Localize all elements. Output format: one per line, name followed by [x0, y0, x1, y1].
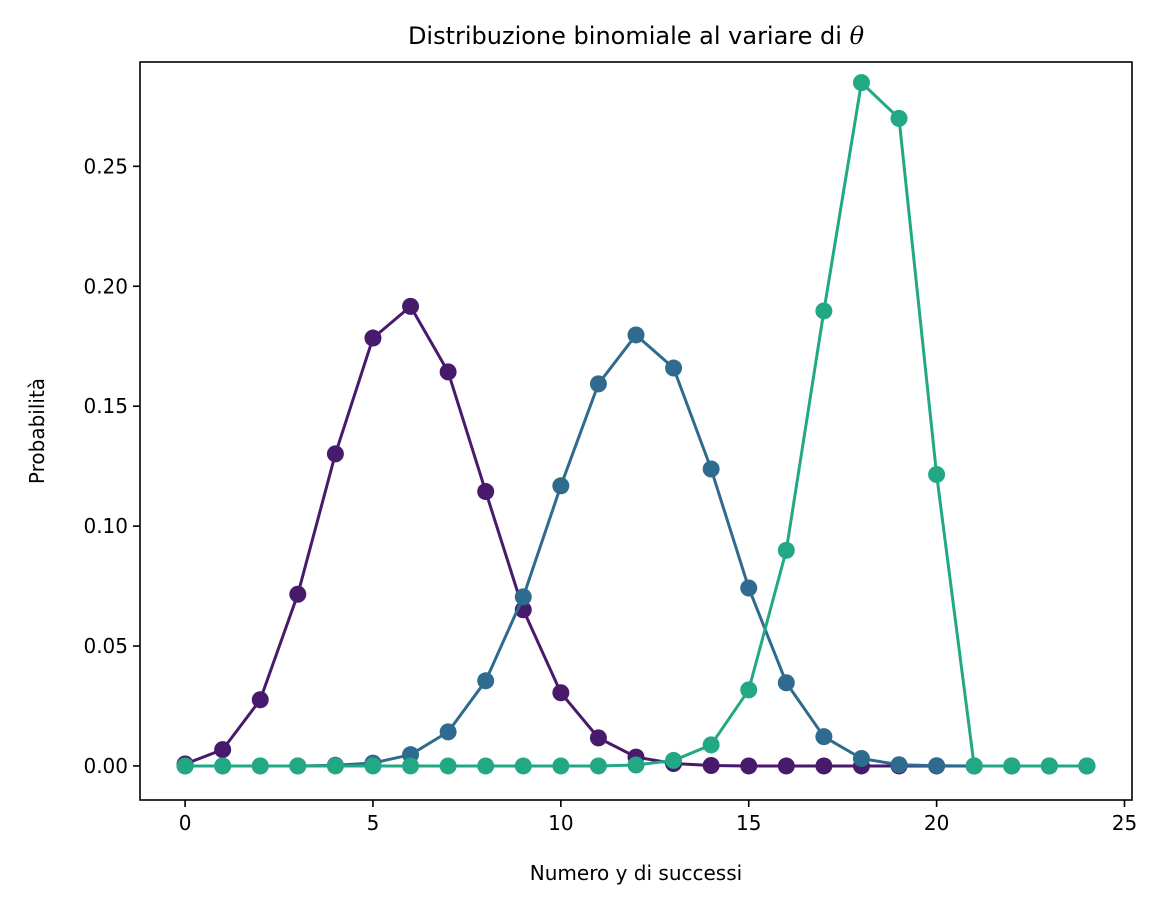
- series-1-point-10: [552, 477, 570, 495]
- y-axis-label: Probabilità: [25, 378, 49, 484]
- series-2-point-17: [815, 302, 833, 320]
- series-2-point-22: [1003, 757, 1021, 775]
- series-1-point-15: [740, 579, 758, 597]
- x-tick-label-1: 5: [367, 811, 380, 835]
- series-1-point-16: [777, 674, 795, 692]
- series-2-point-13: [665, 751, 683, 769]
- series-1-point-11: [589, 375, 607, 393]
- series-2-point-23: [1040, 757, 1058, 775]
- series-0-point-10: [552, 684, 570, 702]
- series-1-point-9: [514, 588, 532, 606]
- x-tick-label-5: 25: [1112, 811, 1137, 835]
- series-1-point-14: [702, 460, 720, 478]
- title-theta-symbol: θ: [850, 22, 865, 50]
- y-axis: 0.00 0.05 0.10 0.15 0.20 0.25: [83, 154, 140, 778]
- series-2-point-2: [251, 757, 269, 775]
- series-1: [176, 326, 1096, 775]
- series-2-point-6: [402, 757, 420, 775]
- series-0-point-2: [251, 691, 269, 709]
- series-2-point-14: [702, 736, 720, 754]
- series-1-point-17: [815, 728, 833, 746]
- series-0-point-1: [214, 741, 232, 759]
- series-2-point-5: [364, 757, 382, 775]
- x-axis-label: Numero y di successi: [530, 861, 742, 885]
- series-0-point-16: [777, 757, 795, 775]
- series-2-point-3: [289, 757, 307, 775]
- series-0-point-5: [364, 329, 382, 347]
- series-1-point-19: [890, 756, 908, 774]
- y-tick-label-0: 0.00: [83, 754, 128, 778]
- series-2-point-19: [890, 109, 908, 127]
- series-2-point-8: [477, 757, 495, 775]
- series-2-point-16: [777, 541, 795, 559]
- series-1-point-12: [627, 326, 645, 344]
- series-2-point-21: [965, 757, 983, 775]
- series-2-point-7: [439, 757, 457, 775]
- series-1-point-7: [439, 723, 457, 741]
- series-0-point-7: [439, 363, 457, 381]
- series-0-point-6: [402, 297, 420, 315]
- series-1-point-8: [477, 672, 495, 690]
- series-2-point-4: [326, 757, 344, 775]
- series-2-point-18: [852, 74, 870, 92]
- series-0-point-4: [326, 445, 344, 463]
- series-0-line: [184, 304, 1087, 768]
- x-axis: 0 5 10 15 20 25: [179, 800, 1137, 835]
- series-1-point-13: [665, 359, 683, 377]
- series-1-point-20: [928, 757, 946, 775]
- y-tick-label-2: 0.10: [83, 514, 128, 538]
- series-2-point-11: [589, 757, 607, 775]
- y-tick-label-4: 0.20: [83, 274, 128, 298]
- series-2-point-0: [176, 757, 194, 775]
- y-tick-label-5: 0.25: [83, 154, 128, 178]
- x-tick-label-2: 10: [548, 811, 573, 835]
- x-tick-label-0: 0: [179, 811, 192, 835]
- plot-frame: [139, 61, 1133, 801]
- y-tick-label-3: 0.15: [83, 394, 128, 418]
- series-2-point-12: [627, 756, 645, 774]
- series-1-line: [185, 333, 1087, 768]
- series-0-point-17: [815, 757, 833, 775]
- series-2-point-10: [552, 757, 570, 775]
- series-2-point-24: [1078, 757, 1096, 775]
- series-2-point-9: [514, 757, 532, 775]
- x-tick-label-3: 15: [736, 811, 761, 835]
- series-2-point-15: [740, 681, 758, 699]
- x-tick-label-4: 20: [924, 811, 949, 835]
- y-tick-label-1: 0.05: [83, 634, 128, 658]
- series-0-point-8: [477, 483, 495, 501]
- series-2: [176, 74, 1096, 775]
- series-0-point-3: [289, 585, 307, 603]
- series-0: [176, 297, 1096, 775]
- series-layer: [176, 74, 1096, 775]
- series-2-line: [185, 81, 1087, 768]
- series-2-point-1: [214, 757, 232, 775]
- series-2-point-20: [928, 466, 946, 484]
- series-0-point-11: [589, 729, 607, 747]
- series-0-point-14: [702, 756, 720, 774]
- chart-title: Distribuzione binomiale al variare di θ: [408, 22, 865, 50]
- series-0-point-15: [740, 757, 758, 775]
- series-1-point-18: [852, 750, 870, 768]
